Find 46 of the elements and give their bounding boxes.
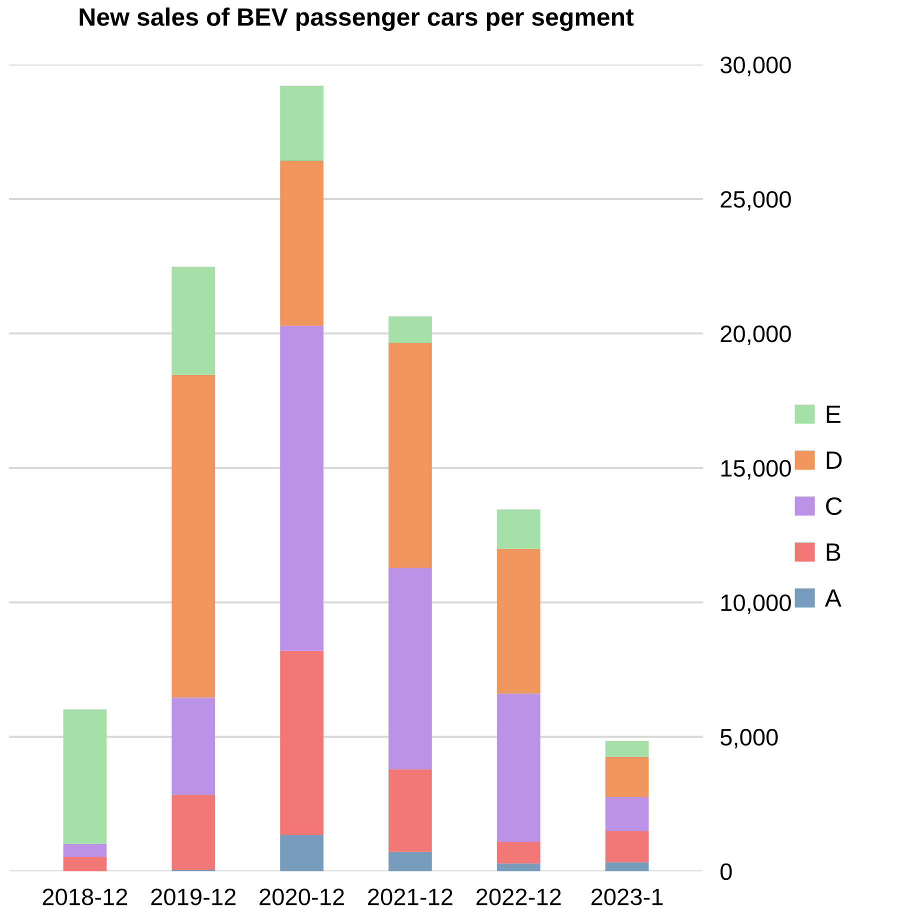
bar [496, 842, 540, 864]
bar [388, 852, 432, 872]
y-tick-label: 30,000 [720, 56, 791, 76]
bar [605, 796, 649, 831]
bar [172, 697, 216, 794]
bar [605, 740, 649, 757]
bar [63, 857, 107, 872]
bar [280, 325, 324, 651]
bar [280, 834, 324, 872]
chart-title: New sales of BEV passenger cars per segment [80, 8, 634, 31]
legend-label: B [826, 544, 840, 561]
bar [63, 844, 107, 858]
bar [496, 548, 540, 694]
x-tick-label: 2019-12 [151, 888, 236, 906]
bar [172, 794, 216, 870]
bar [496, 863, 540, 872]
x-tick-label: 2023-1 [591, 888, 663, 906]
legend-label: D [826, 452, 842, 469]
y-tick-label: 20,000 [720, 326, 791, 346]
bar [496, 509, 540, 549]
y-tick-label: 10,000 [721, 594, 791, 614]
bar [388, 568, 432, 770]
bar [605, 862, 649, 872]
bar [280, 160, 324, 326]
legend-label: E [826, 406, 840, 423]
y-tick-label: 15,000 [721, 460, 791, 480]
legend-label: C [826, 497, 842, 516]
bar [172, 266, 216, 375]
x-tick-label: 2021-12 [368, 888, 452, 906]
x-tick-label: 2018-12 [42, 888, 128, 906]
bar [172, 374, 216, 698]
bar [388, 316, 432, 343]
legend-label: A [824, 589, 842, 607]
y-tick-label: 0 [720, 863, 732, 880]
bar [496, 693, 540, 842]
y-tick-label: 5,000 [720, 728, 778, 748]
bar [280, 650, 324, 835]
x-tick-label: 2020-12 [260, 888, 344, 906]
bar [388, 342, 432, 568]
bar [280, 86, 324, 161]
bar [63, 709, 107, 844]
bar [605, 830, 649, 862]
x-tick-label: 2022-12 [476, 888, 561, 906]
bar [388, 769, 432, 852]
bar [605, 757, 649, 797]
y-tick-label: 25,000 [720, 191, 791, 211]
